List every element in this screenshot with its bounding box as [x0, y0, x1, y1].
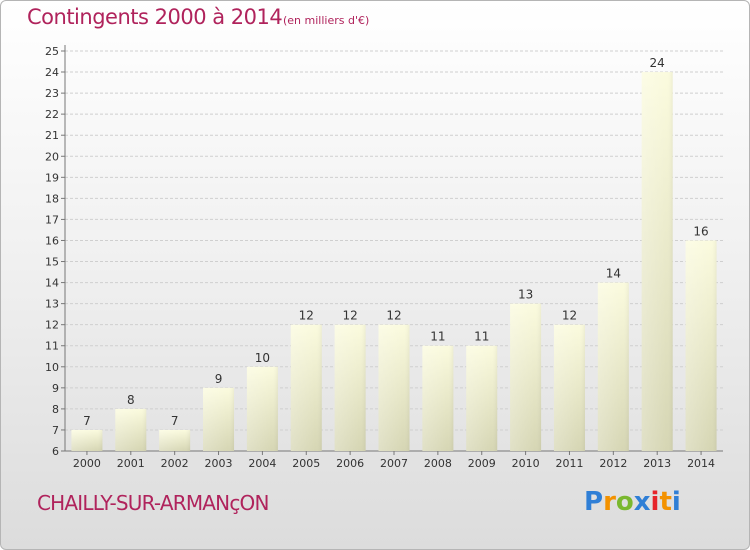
data-label: 24 [650, 56, 665, 70]
logo-letter: i [650, 487, 660, 517]
logo-letter: t [659, 487, 672, 517]
y-tick-label: 20 [45, 150, 59, 163]
data-label: 12 [342, 309, 357, 323]
data-label: 13 [518, 288, 533, 302]
data-label: 12 [299, 309, 314, 323]
y-tick-label: 17 [45, 213, 59, 226]
x-tick-label: 2013 [643, 457, 671, 470]
data-label: 7 [83, 414, 91, 428]
x-tick-label: 2011 [555, 457, 583, 470]
data-label: 8 [127, 393, 135, 407]
y-tick-label: 24 [45, 66, 59, 79]
bar-shade [246, 366, 278, 451]
x-tick-label: 2006 [336, 457, 364, 470]
y-tick-label: 21 [45, 129, 59, 142]
y-tick-label: 15 [45, 256, 59, 269]
bar-shade [290, 324, 322, 451]
y-tick-label: 14 [45, 277, 59, 290]
y-tick-label: 19 [45, 171, 59, 184]
x-tick-label: 2008 [424, 457, 452, 470]
x-tick-label: 2001 [117, 457, 145, 470]
commune-name: CHAILLY-SUR-ARMANçON [37, 491, 269, 515]
data-label: 7 [171, 414, 179, 428]
bars [71, 72, 717, 451]
proxiti-logo: Proxiti [584, 487, 681, 517]
bar-shade [203, 387, 235, 451]
logo-letter: P [584, 487, 604, 517]
y-tick-label: 18 [45, 192, 59, 205]
y-tick-label: 8 [52, 403, 59, 416]
bar-shade [422, 345, 454, 451]
y-tick-label: 7 [52, 424, 59, 437]
axes: 6 7 8 9 10 11 12 13 14 15 16 17 18 19 20 21 22 23 24 25 [45, 45, 723, 458]
y-tick-label: 23 [45, 87, 59, 100]
y-tick-label: 12 [45, 319, 59, 332]
bar-shade [553, 324, 585, 451]
logo-letter: i [671, 487, 681, 517]
y-tick-label: 10 [45, 361, 59, 374]
bar-shade [466, 345, 498, 451]
logo-letter: x [633, 487, 651, 517]
bar-shade [115, 408, 147, 451]
y-tick-label: 9 [52, 382, 59, 395]
y-tick-label: 13 [45, 298, 59, 311]
y-tick-label: 6 [52, 445, 59, 458]
data-label: 11 [430, 330, 445, 344]
x-tick-label: 2005 [292, 457, 320, 470]
y-tick-label: 11 [45, 340, 59, 353]
y-tick-label: 16 [45, 234, 59, 247]
x-tick-label: 2003 [205, 457, 233, 470]
bar-shade [378, 324, 410, 451]
bar-shade [334, 324, 366, 451]
x-tick-label: 2004 [248, 457, 276, 470]
x-tick-label: 2000 [73, 457, 101, 470]
x-tick-label: 2010 [512, 457, 540, 470]
labels: 2000 7 2001 8 2002 7 2003 9 2004 10 2005 12 2006 12 20… [73, 56, 715, 470]
x-tick-label: 2002 [161, 457, 189, 470]
data-label: 16 [693, 224, 708, 238]
y-tick-label: 25 [45, 45, 59, 58]
data-label: 12 [562, 309, 577, 323]
bar-shade [641, 72, 673, 451]
bar-shade [71, 429, 103, 451]
chart-title: Contingents 2000 à 2014 [27, 5, 283, 29]
x-tick-label: 2012 [599, 457, 627, 470]
x-tick-label: 2007 [380, 457, 408, 470]
logo-letter: o [615, 487, 634, 517]
chart-subtitle: (en milliers d'€) [283, 14, 370, 27]
data-label: 10 [255, 351, 270, 365]
x-tick-label: 2009 [468, 457, 496, 470]
data-label: 9 [215, 372, 223, 386]
bar-shade [159, 429, 191, 451]
bar-shade [685, 240, 717, 451]
data-label: 11 [474, 330, 489, 344]
bar-shade [597, 282, 629, 451]
bar-shade [510, 303, 542, 451]
x-tick-label: 2014 [687, 457, 715, 470]
y-tick-label: 22 [45, 108, 59, 121]
logo-letter: r [603, 487, 616, 517]
data-label: 14 [606, 267, 621, 281]
data-label: 12 [386, 309, 401, 323]
